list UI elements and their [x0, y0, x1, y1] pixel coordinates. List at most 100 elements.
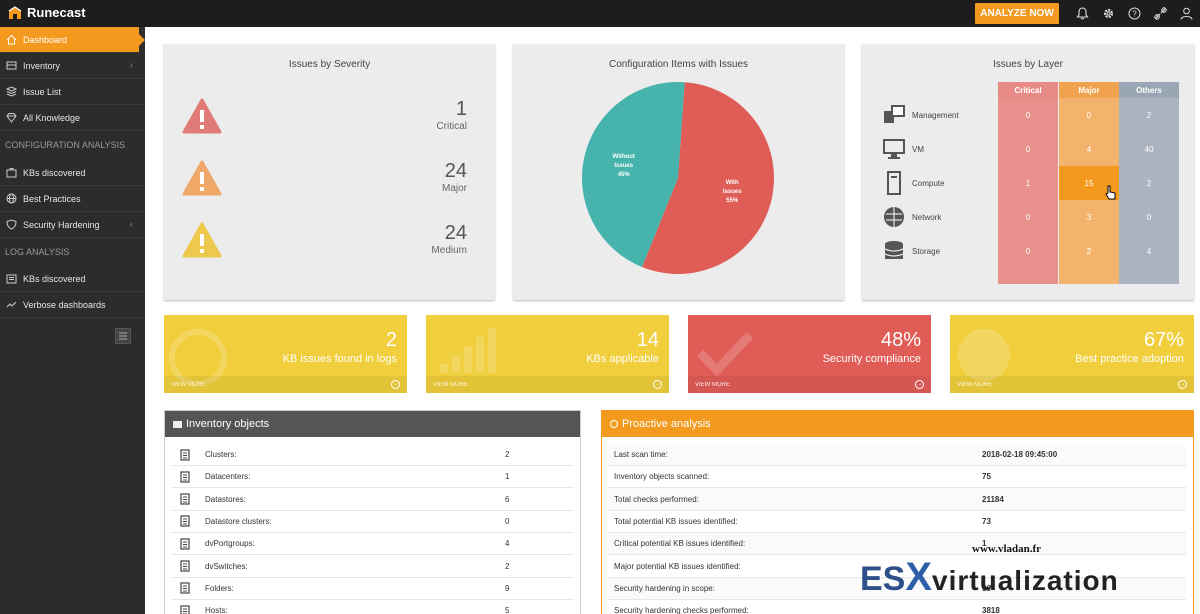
row-value: 6 [505, 494, 510, 504]
layer-cell[interactable]: 1 [1025, 178, 1031, 188]
layer-col-header-others[interactable]: Others [1119, 82, 1179, 98]
layer-cell[interactable]: 0 [1025, 246, 1031, 256]
row-label: Major potential KB issues identified: [614, 561, 741, 571]
stat-tile-4[interactable]: 67% Best practice adoption VIEW MORE → [950, 315, 1194, 393]
configuration-items-panel: Configuration Items with Issues With Issu… [513, 44, 844, 300]
pie-label-without-issues: Without Issues 45% [612, 154, 635, 179]
section-log-analysis: LOG ANALYSIS [5, 247, 70, 257]
datastore-icon [180, 493, 190, 505]
layer-name: Network [912, 213, 942, 222]
table-row: dvPortgroups: 4 [171, 533, 574, 556]
severity-major[interactable]: 24 Major [164, 160, 495, 200]
layer-cell[interactable]: 3 [1086, 212, 1092, 222]
layer-cell[interactable]: 4 [1086, 144, 1092, 154]
analyze-now-button[interactable]: ANALYZE NOW [975, 3, 1059, 24]
severity-critical[interactable]: 1 Critical [164, 98, 495, 138]
sidebar-item-log-kbs[interactable]: KBs discovered [0, 266, 145, 292]
layer-cell[interactable]: 0 [1025, 110, 1031, 120]
table-row: Security hardening checks performed: 3818 [608, 600, 1186, 614]
sidebar-item-all-knowledge[interactable]: All Knowledge [0, 105, 145, 131]
chevron-right-icon: › [129, 60, 133, 71]
inventory-objects-box: Inventory objects Clusters: 2 Datacenters:… [164, 410, 581, 614]
layer-cell[interactable]: 0 [1086, 110, 1092, 120]
view-more-link[interactable]: VIEW MORE [171, 382, 207, 388]
list-icon [173, 420, 182, 428]
help-icon[interactable]: ? [1128, 7, 1141, 20]
row-label: dvPortgroups: [205, 539, 255, 549]
layer-cell[interactable]: 4 [1146, 246, 1152, 256]
info-circle-icon [610, 420, 618, 428]
view-more-link[interactable]: VIEW MORE [957, 382, 993, 388]
switch-icon [180, 560, 190, 572]
stat-label: Security compliance [822, 353, 921, 365]
sidebar-item-issue-list[interactable]: Issue List [0, 79, 145, 105]
layer-cell[interactable]: 0 [1025, 212, 1031, 222]
view-more-link[interactable]: VIEW MORE [433, 382, 469, 388]
sidebar-item-label: Best Practices [23, 193, 81, 204]
stat-tile-2[interactable]: 14 KBs applicable VIEW MORE → [426, 315, 669, 393]
sidebar-item-best-practices[interactable]: Best Practices [0, 186, 145, 212]
panel-title: Issues by Layer [992, 59, 1064, 70]
shield-icon [6, 219, 17, 230]
layer-col-header-major[interactable]: Major [1059, 82, 1119, 98]
table-row: Folders: 9 [171, 578, 574, 600]
row-label: Datacenters: [205, 472, 251, 482]
sidebar-item-verbose-dashboards[interactable]: Verbose dashboards [0, 292, 145, 318]
row-value: 2018-02-18 09:45:00 [982, 450, 1058, 459]
view-more-link[interactable]: VIEW MORE [695, 382, 731, 388]
proactive-analysis-box: Proactive analysis Last scan time: 2018-0… [601, 410, 1194, 614]
network-icon [884, 207, 904, 227]
severity-label: Medium [431, 245, 467, 256]
warning-icon [182, 98, 222, 134]
layer-col-header-critical[interactable]: Critical [998, 82, 1058, 98]
stat-value: 2 [385, 329, 397, 351]
layer-cell[interactable]: 2 [1146, 178, 1152, 188]
layer-cell[interactable]: 40 [1144, 144, 1154, 154]
table-row: Critical potential KB issues identified:… [608, 533, 1186, 556]
stat-value: 14 [636, 329, 659, 351]
layer-cell[interactable]: 0 [1146, 212, 1152, 222]
tile-footer [950, 376, 1194, 393]
monitor-icon [883, 139, 905, 159]
severity-medium[interactable]: 24 Medium [164, 222, 495, 262]
sidebar-item-config-kbs[interactable]: KBs discovered [0, 160, 145, 186]
pie-slice-with-issues[interactable] [642, 82, 774, 274]
chevron-left-icon: ‹ [129, 219, 133, 230]
portgroup-icon [180, 538, 190, 550]
row-label: Total potential KB issues identified: [614, 516, 738, 526]
table-row: Last scan time: 2018-02-18 09:45:00 [608, 444, 1186, 466]
sidebar-item-label: Inventory [23, 60, 61, 71]
layer-cell[interactable]: 2 [1146, 110, 1152, 120]
diamond-icon [6, 113, 17, 123]
gear-icon[interactable] [1102, 7, 1115, 20]
panel-title: Issues by Severity [288, 59, 371, 70]
pie-slice-without-issues[interactable] [582, 82, 685, 268]
table-row: Total checks performed: 21184 [608, 488, 1186, 511]
row-value: 1 [505, 472, 510, 482]
sidebar-item-dashboard[interactable]: Dashboard [0, 27, 145, 53]
sidebar-item-label: All Knowledge [23, 112, 81, 123]
stat-label: Best practice adoption [1075, 353, 1184, 365]
layer-cell[interactable]: 0 [1025, 144, 1031, 154]
user-icon[interactable] [1180, 7, 1193, 20]
arrow-circle-right-icon[interactable]: → [653, 380, 662, 389]
brand-logo[interactable]: Runecast [8, 5, 86, 20]
link-icon[interactable] [1154, 7, 1167, 20]
row-label: Critical potential KB issues identified: [614, 539, 746, 549]
sidebar-item-security-hardening[interactable]: Security Hardening ‹ [0, 212, 145, 238]
bell-icon[interactable] [1076, 7, 1089, 20]
stat-tile-1[interactable]: 2 KB issues found in logs VIEW MORE → [164, 315, 407, 393]
table-row: Clusters: 2 [171, 444, 574, 466]
collapse-sidebar-button[interactable] [115, 328, 131, 344]
stat-value: 48% [880, 329, 921, 351]
stat-tile-3[interactable]: 48% Security compliance VIEW MORE → [688, 315, 931, 393]
pie-label-with-issues: With Issues 55% [722, 179, 742, 204]
arrow-circle-right-icon[interactable]: → [391, 380, 400, 389]
layer-column-critical: 0 0 1 0 0 [998, 98, 1058, 284]
arrow-circle-right-icon[interactable]: → [915, 380, 924, 389]
layer-cell[interactable]: 2 [1086, 246, 1092, 256]
arrow-circle-right-icon[interactable]: → [1178, 380, 1187, 389]
sidebar-item-label: Issue List [23, 86, 62, 97]
row-value: 2 [505, 561, 510, 571]
sidebar-item-inventory[interactable]: Inventory › [0, 53, 145, 79]
